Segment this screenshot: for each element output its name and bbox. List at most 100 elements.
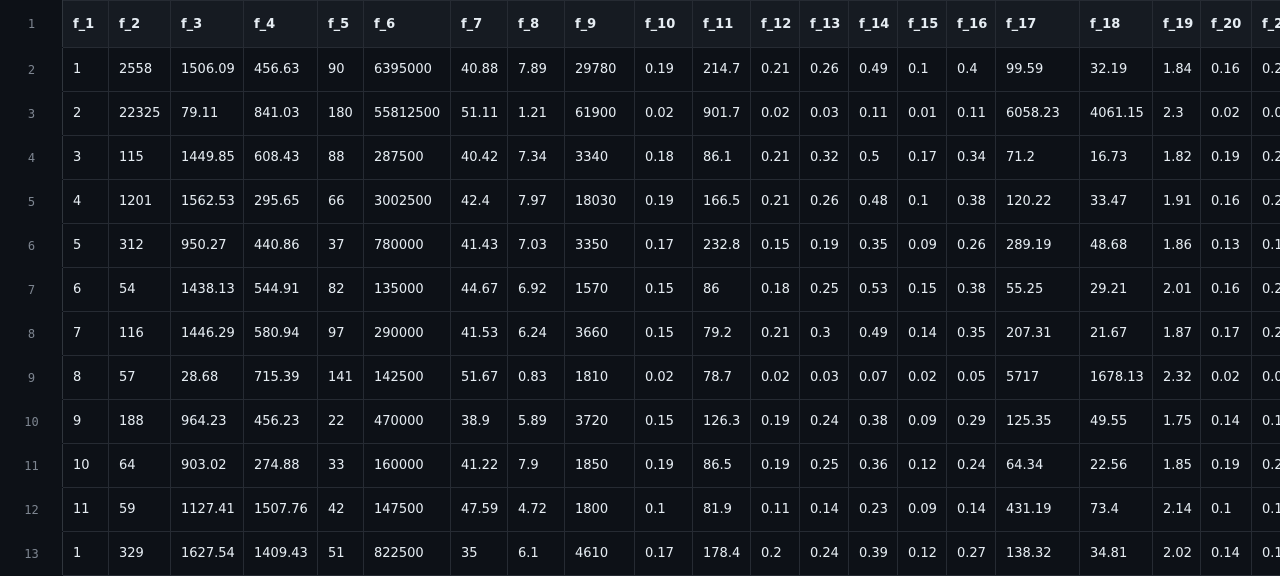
table-cell[interactable]: 16.73 (1079, 135, 1153, 180)
table-cell[interactable]: 81.9 (692, 487, 751, 532)
column-header[interactable]: f_12 (750, 0, 800, 48)
table-cell[interactable]: 2.01 (1152, 267, 1201, 312)
table-cell[interactable]: 4 (62, 179, 109, 224)
table-cell[interactable]: 41.22 (450, 443, 508, 488)
table-cell[interactable]: 7.9 (507, 443, 565, 488)
column-header[interactable]: f_10 (634, 0, 693, 48)
table-cell[interactable]: 47.59 (450, 487, 508, 532)
table-cell[interactable]: 0.15 (634, 267, 693, 312)
table-cell[interactable]: 29.21 (1079, 267, 1153, 312)
table-cell[interactable]: 1409.43 (243, 531, 318, 576)
table-cell[interactable]: 1506.09 (170, 47, 244, 92)
table-cell[interactable]: 180 (317, 91, 364, 136)
table-cell[interactable]: 28.68 (170, 355, 244, 400)
table-cell[interactable]: 142500 (363, 355, 451, 400)
table-cell[interactable]: 41.53 (450, 311, 508, 356)
table-cell[interactable]: 3340 (564, 135, 635, 180)
table-cell[interactable]: 0.09 (897, 223, 947, 268)
table-cell[interactable]: 79.11 (170, 91, 244, 136)
column-header[interactable]: f_17 (995, 0, 1080, 48)
table-cell[interactable]: 1627.54 (170, 531, 244, 576)
table-cell[interactable]: 903.02 (170, 443, 244, 488)
table-cell[interactable]: 6.1 (507, 531, 565, 576)
table-cell[interactable]: 0.19 (750, 399, 800, 444)
table-cell[interactable]: 1.85 (1152, 443, 1201, 488)
table-cell[interactable]: 0.02 (897, 355, 947, 400)
table-cell[interactable]: 0.14 (1200, 531, 1252, 576)
table-cell[interactable]: 0.39 (848, 531, 898, 576)
table-cell[interactable]: 66 (317, 179, 364, 224)
table-cell[interactable]: 1810 (564, 355, 635, 400)
table-cell[interactable]: 0.21 (750, 179, 800, 224)
table-cell[interactable]: 86 (692, 267, 751, 312)
table-cell[interactable]: 7.34 (507, 135, 565, 180)
table-cell[interactable]: 125.35 (995, 399, 1080, 444)
table-cell[interactable]: 141 (317, 355, 364, 400)
table-cell[interactable]: 0.16 (1251, 223, 1280, 268)
table-cell[interactable]: 0.17 (634, 531, 693, 576)
table-cell[interactable]: 4610 (564, 531, 635, 576)
table-cell[interactable]: 147500 (363, 487, 451, 532)
table-cell[interactable]: 0.19 (1251, 399, 1280, 444)
column-header[interactable]: f_18 (1079, 0, 1153, 48)
table-cell[interactable]: 0.32 (799, 135, 849, 180)
table-cell[interactable]: 207.31 (995, 311, 1080, 356)
table-cell[interactable]: 0.38 (946, 179, 996, 224)
table-cell[interactable]: 3350 (564, 223, 635, 268)
table-cell[interactable]: 0.49 (848, 47, 898, 92)
table-cell[interactable]: 0.25 (1251, 443, 1280, 488)
table-cell[interactable]: 0.19 (634, 443, 693, 488)
column-header[interactable]: f_13 (799, 0, 849, 48)
table-cell[interactable]: 1446.29 (170, 311, 244, 356)
table-cell[interactable]: 86.5 (692, 443, 751, 488)
table-cell[interactable]: 7.89 (507, 47, 565, 92)
table-cell[interactable]: 0.14 (1200, 399, 1252, 444)
table-cell[interactable]: 0.3 (799, 311, 849, 356)
table-cell[interactable]: 166.5 (692, 179, 751, 224)
table-cell[interactable]: 0.2 (1251, 47, 1280, 92)
table-cell[interactable]: 290000 (363, 311, 451, 356)
table-cell[interactable]: 841.03 (243, 91, 318, 136)
table-cell[interactable]: 1.84 (1152, 47, 1201, 92)
table-cell[interactable]: 71.2 (995, 135, 1080, 180)
table-cell[interactable]: 232.8 (692, 223, 751, 268)
table-cell[interactable]: 7 (62, 311, 109, 356)
table-cell[interactable]: 456.23 (243, 399, 318, 444)
table-cell[interactable]: 5.89 (507, 399, 565, 444)
table-cell[interactable]: 0.02 (634, 355, 693, 400)
table-cell[interactable]: 0.26 (799, 179, 849, 224)
table-cell[interactable]: 126.3 (692, 399, 751, 444)
table-cell[interactable]: 42 (317, 487, 364, 532)
table-cell[interactable]: 11 (62, 487, 109, 532)
table-cell[interactable]: 6 (62, 267, 109, 312)
table-cell[interactable]: 0.26 (799, 47, 849, 92)
table-cell[interactable]: 0.09 (897, 399, 947, 444)
table-cell[interactable]: 64 (108, 443, 171, 488)
table-cell[interactable]: 6.92 (507, 267, 565, 312)
table-cell[interactable]: 0.1 (634, 487, 693, 532)
table-cell[interactable]: 0.16 (1200, 47, 1252, 92)
table-cell[interactable]: 0.35 (848, 223, 898, 268)
table-cell[interactable]: 0.4 (946, 47, 996, 92)
table-cell[interactable]: 0.03 (799, 355, 849, 400)
table-cell[interactable]: 1.75 (1152, 399, 1201, 444)
table-cell[interactable]: 0.02 (750, 355, 800, 400)
table-cell[interactable]: 0.48 (848, 179, 898, 224)
table-cell[interactable]: 0.21 (1251, 179, 1280, 224)
table-cell[interactable]: 0.22 (1251, 267, 1280, 312)
table-cell[interactable]: 0.29 (1251, 135, 1280, 180)
table-cell[interactable]: 0.02 (1251, 91, 1280, 136)
table-cell[interactable]: 1438.13 (170, 267, 244, 312)
table-cell[interactable]: 73.4 (1079, 487, 1153, 532)
column-header[interactable]: f_20 (1200, 0, 1252, 48)
table-cell[interactable]: 0.25 (799, 443, 849, 488)
table-cell[interactable]: 0.15 (750, 223, 800, 268)
table-cell[interactable]: 274.88 (243, 443, 318, 488)
table-cell[interactable]: 0.19 (1251, 531, 1280, 576)
table-cell[interactable]: 57 (108, 355, 171, 400)
table-cell[interactable]: 4061.15 (1079, 91, 1153, 136)
table-cell[interactable]: 10 (62, 443, 109, 488)
table-cell[interactable]: 1.86 (1152, 223, 1201, 268)
table-cell[interactable]: 59 (108, 487, 171, 532)
table-cell[interactable]: 0.19 (1200, 443, 1252, 488)
